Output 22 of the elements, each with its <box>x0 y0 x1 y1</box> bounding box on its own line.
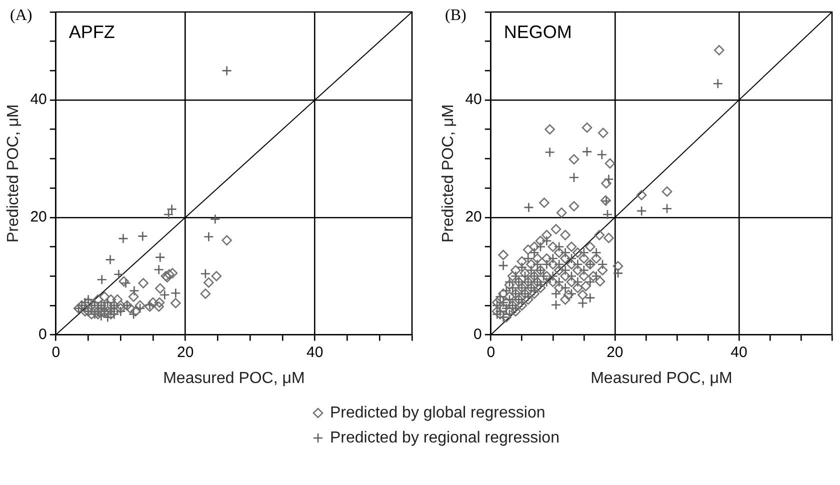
x-tick-label: 20 <box>177 344 194 361</box>
x-axis-title: Measured POC, μM <box>590 370 732 387</box>
annotation: APFZ <box>68 22 115 42</box>
x-tick-label: 40 <box>730 344 748 361</box>
chart-title: (A) <box>10 7 32 24</box>
x-tick-label: 0 <box>52 344 60 361</box>
y-tick-label: 0 <box>38 326 47 343</box>
y-tick-label: 0 <box>474 326 482 343</box>
x-tick-label: 0 <box>486 344 496 361</box>
legend-label: Predicted by global regression <box>330 404 546 422</box>
y-axis-title: Predicted POC, μM <box>440 104 458 242</box>
y-axis-title: Predicted POC, μM <box>5 104 22 242</box>
y-tick-label: 20 <box>465 208 482 226</box>
chart-title: (B) <box>445 7 466 24</box>
x-tick-label: 40 <box>306 344 324 361</box>
y-tick-label: 40 <box>30 91 47 108</box>
y-tick-label: 40 <box>465 91 482 108</box>
x-tick-label: 20 <box>606 344 624 361</box>
y-tick-label: 20 <box>30 208 47 226</box>
annotation: NEGOM <box>504 22 572 42</box>
x-axis-title: Measured POC, μM <box>163 370 305 387</box>
legend-label: Predicted by regional regression <box>330 429 560 446</box>
